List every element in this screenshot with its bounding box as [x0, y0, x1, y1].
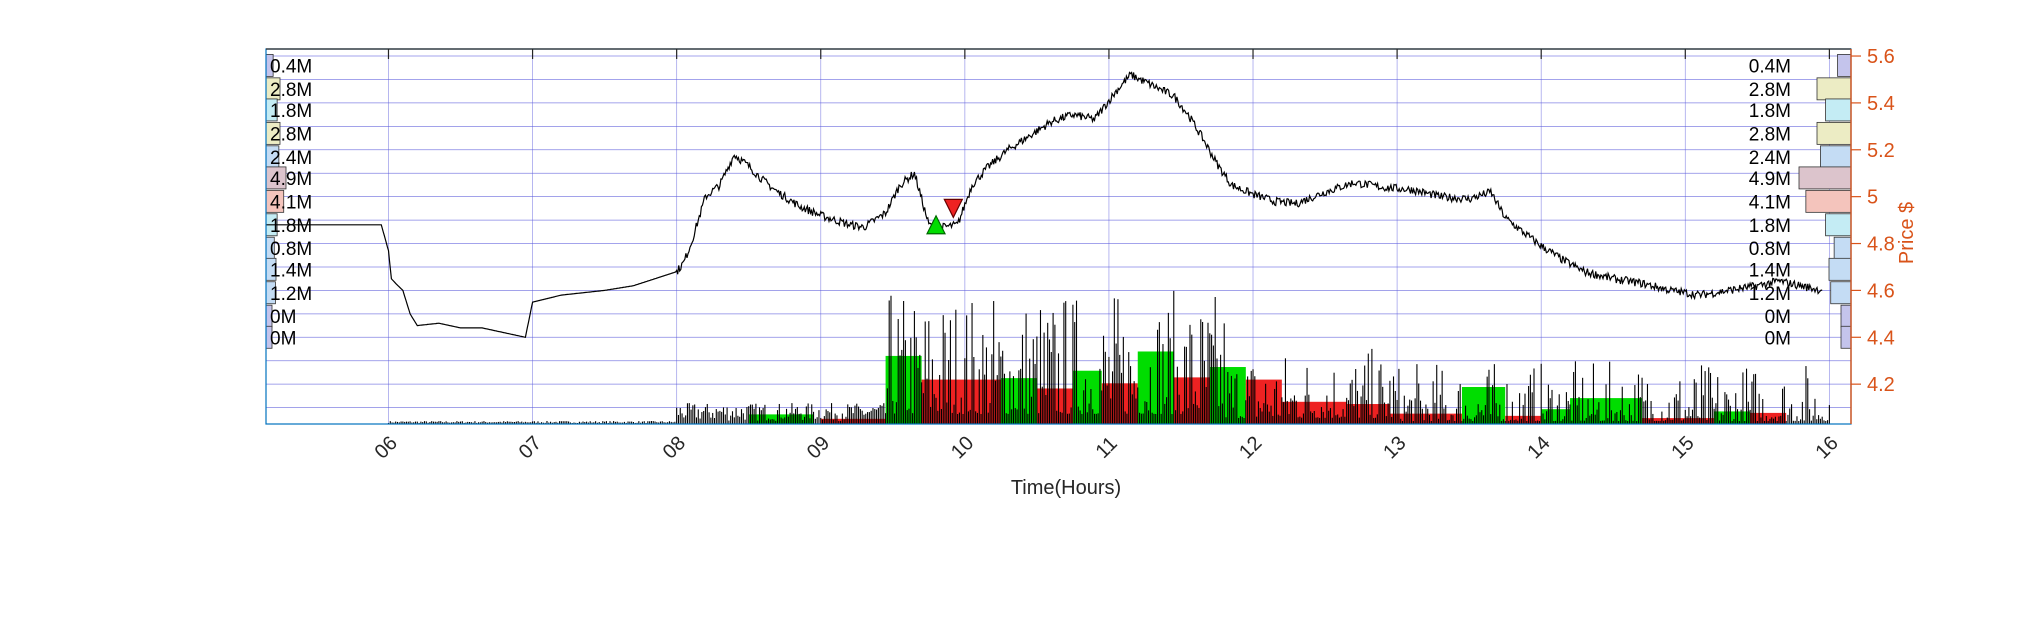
price-tick-label: 4.2	[1867, 374, 1895, 396]
x-tick-label: 07	[515, 432, 546, 463]
profile-bar-right	[1828, 257, 1852, 281]
profile-bar-right	[1837, 54, 1852, 77]
profile-bar-right	[1816, 121, 1852, 145]
price-tick-label: 4.8	[1867, 234, 1895, 256]
profile-label-right: 1.2M	[1749, 284, 1791, 305]
buy-marker	[926, 214, 946, 235]
price-line	[266, 71, 1823, 338]
profile-label-right: 4.9M	[1749, 169, 1791, 190]
price-tick-label: 5.4	[1867, 93, 1895, 115]
profile-bar-right	[1833, 236, 1852, 260]
profile-label-right: 4.1M	[1749, 192, 1791, 213]
price-tick-label: 5	[1867, 187, 1878, 209]
x-tick-label: 12	[1235, 432, 1266, 463]
profile-label-right: 0.4M	[1749, 56, 1791, 77]
profile-label-left: 1.8M	[270, 101, 312, 122]
profile-label-left: 4.1M	[270, 192, 312, 213]
price-axis-label: Price $	[1896, 202, 1918, 264]
profile-bar-right	[1830, 281, 1852, 305]
profile-bar-right	[1825, 213, 1852, 237]
volume-block	[1137, 351, 1174, 424]
x-tick-label: 11	[1092, 433, 1122, 463]
profile-label-right: 0M	[1765, 328, 1791, 349]
profile-label-left: 2.8M	[270, 80, 312, 101]
profile-bar-right	[1798, 166, 1852, 190]
grid-lines	[266, 49, 1851, 424]
profile-label-left: 4.9M	[270, 169, 312, 190]
x-tick-label: 13	[1379, 432, 1410, 463]
profile-label-left: 1.2M	[270, 284, 312, 305]
profile-bar-right	[1816, 77, 1852, 101]
profile-label-left: 2.8M	[270, 124, 312, 145]
x-tick-label: 08	[659, 432, 690, 463]
profile-label-left: 1.8M	[270, 216, 312, 237]
profile-label-left: 2.4M	[270, 148, 312, 169]
profile-label-right: 2.8M	[1749, 124, 1791, 145]
profile-bar-right	[1820, 145, 1852, 169]
profile-label-left: 0.4M	[270, 56, 312, 77]
price-tick-label: 4.6	[1867, 280, 1895, 302]
profile-label-right: 2.4M	[1749, 148, 1791, 169]
volume-profile: 0.4M 0.4M2.8M 2.8M1.8M 1.8M2.8M 2.8M2.4M 2.4M…	[265, 54, 1852, 349]
sell-marker	[943, 198, 964, 219]
price-tick-label: 5.6	[1867, 46, 1895, 68]
profile-bar-right	[1840, 304, 1852, 328]
trade-markers	[926, 198, 964, 235]
profile-label-right: 0M	[1765, 307, 1791, 328]
plot-frame	[265, 48, 1852, 425]
x-tick-label: 09	[803, 432, 834, 463]
x-tick-label: 06	[371, 432, 402, 463]
profile-label-right: 2.8M	[1749, 80, 1791, 101]
profile-label-left: 1.4M	[270, 260, 312, 281]
profile-bar-right	[1840, 325, 1852, 349]
profile-label-left: 0.8M	[270, 239, 312, 260]
price-axis-ticks: 4.2 4.4 4.6 4.8 5 5.2 5.4 5.6	[1851, 46, 1895, 396]
profile-label-left: 0M	[270, 328, 296, 349]
profile-bar-right	[1825, 98, 1852, 122]
price-tick-label: 5.2	[1867, 140, 1895, 162]
x-tick-label: 10	[947, 432, 978, 463]
profile-label-left: 0M	[270, 307, 296, 328]
profile-label-right: 1.8M	[1749, 216, 1791, 237]
volume-block	[1750, 412, 1787, 424]
x-tick-label: 14	[1523, 432, 1554, 463]
x-tick-label: 15	[1667, 432, 1698, 463]
profile-label-right: 0.8M	[1749, 239, 1791, 260]
x-axis-label: Time(Hours)	[1011, 477, 1121, 499]
profile-label-right: 1.8M	[1749, 101, 1791, 122]
price-tick-label: 4.4	[1867, 327, 1895, 349]
profile-label-right: 1.4M	[1749, 260, 1791, 281]
price-series-line	[266, 71, 1823, 338]
x-tick-label: 16	[1811, 432, 1842, 463]
profile-bar-right	[1805, 189, 1852, 213]
